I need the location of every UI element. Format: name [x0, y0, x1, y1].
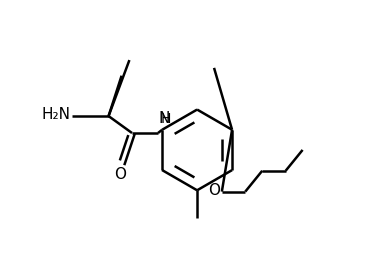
Text: N: N [159, 111, 170, 127]
Text: O: O [114, 167, 126, 182]
Text: H₂N: H₂N [42, 107, 71, 122]
Text: O: O [209, 183, 221, 198]
Text: H: H [161, 113, 171, 127]
